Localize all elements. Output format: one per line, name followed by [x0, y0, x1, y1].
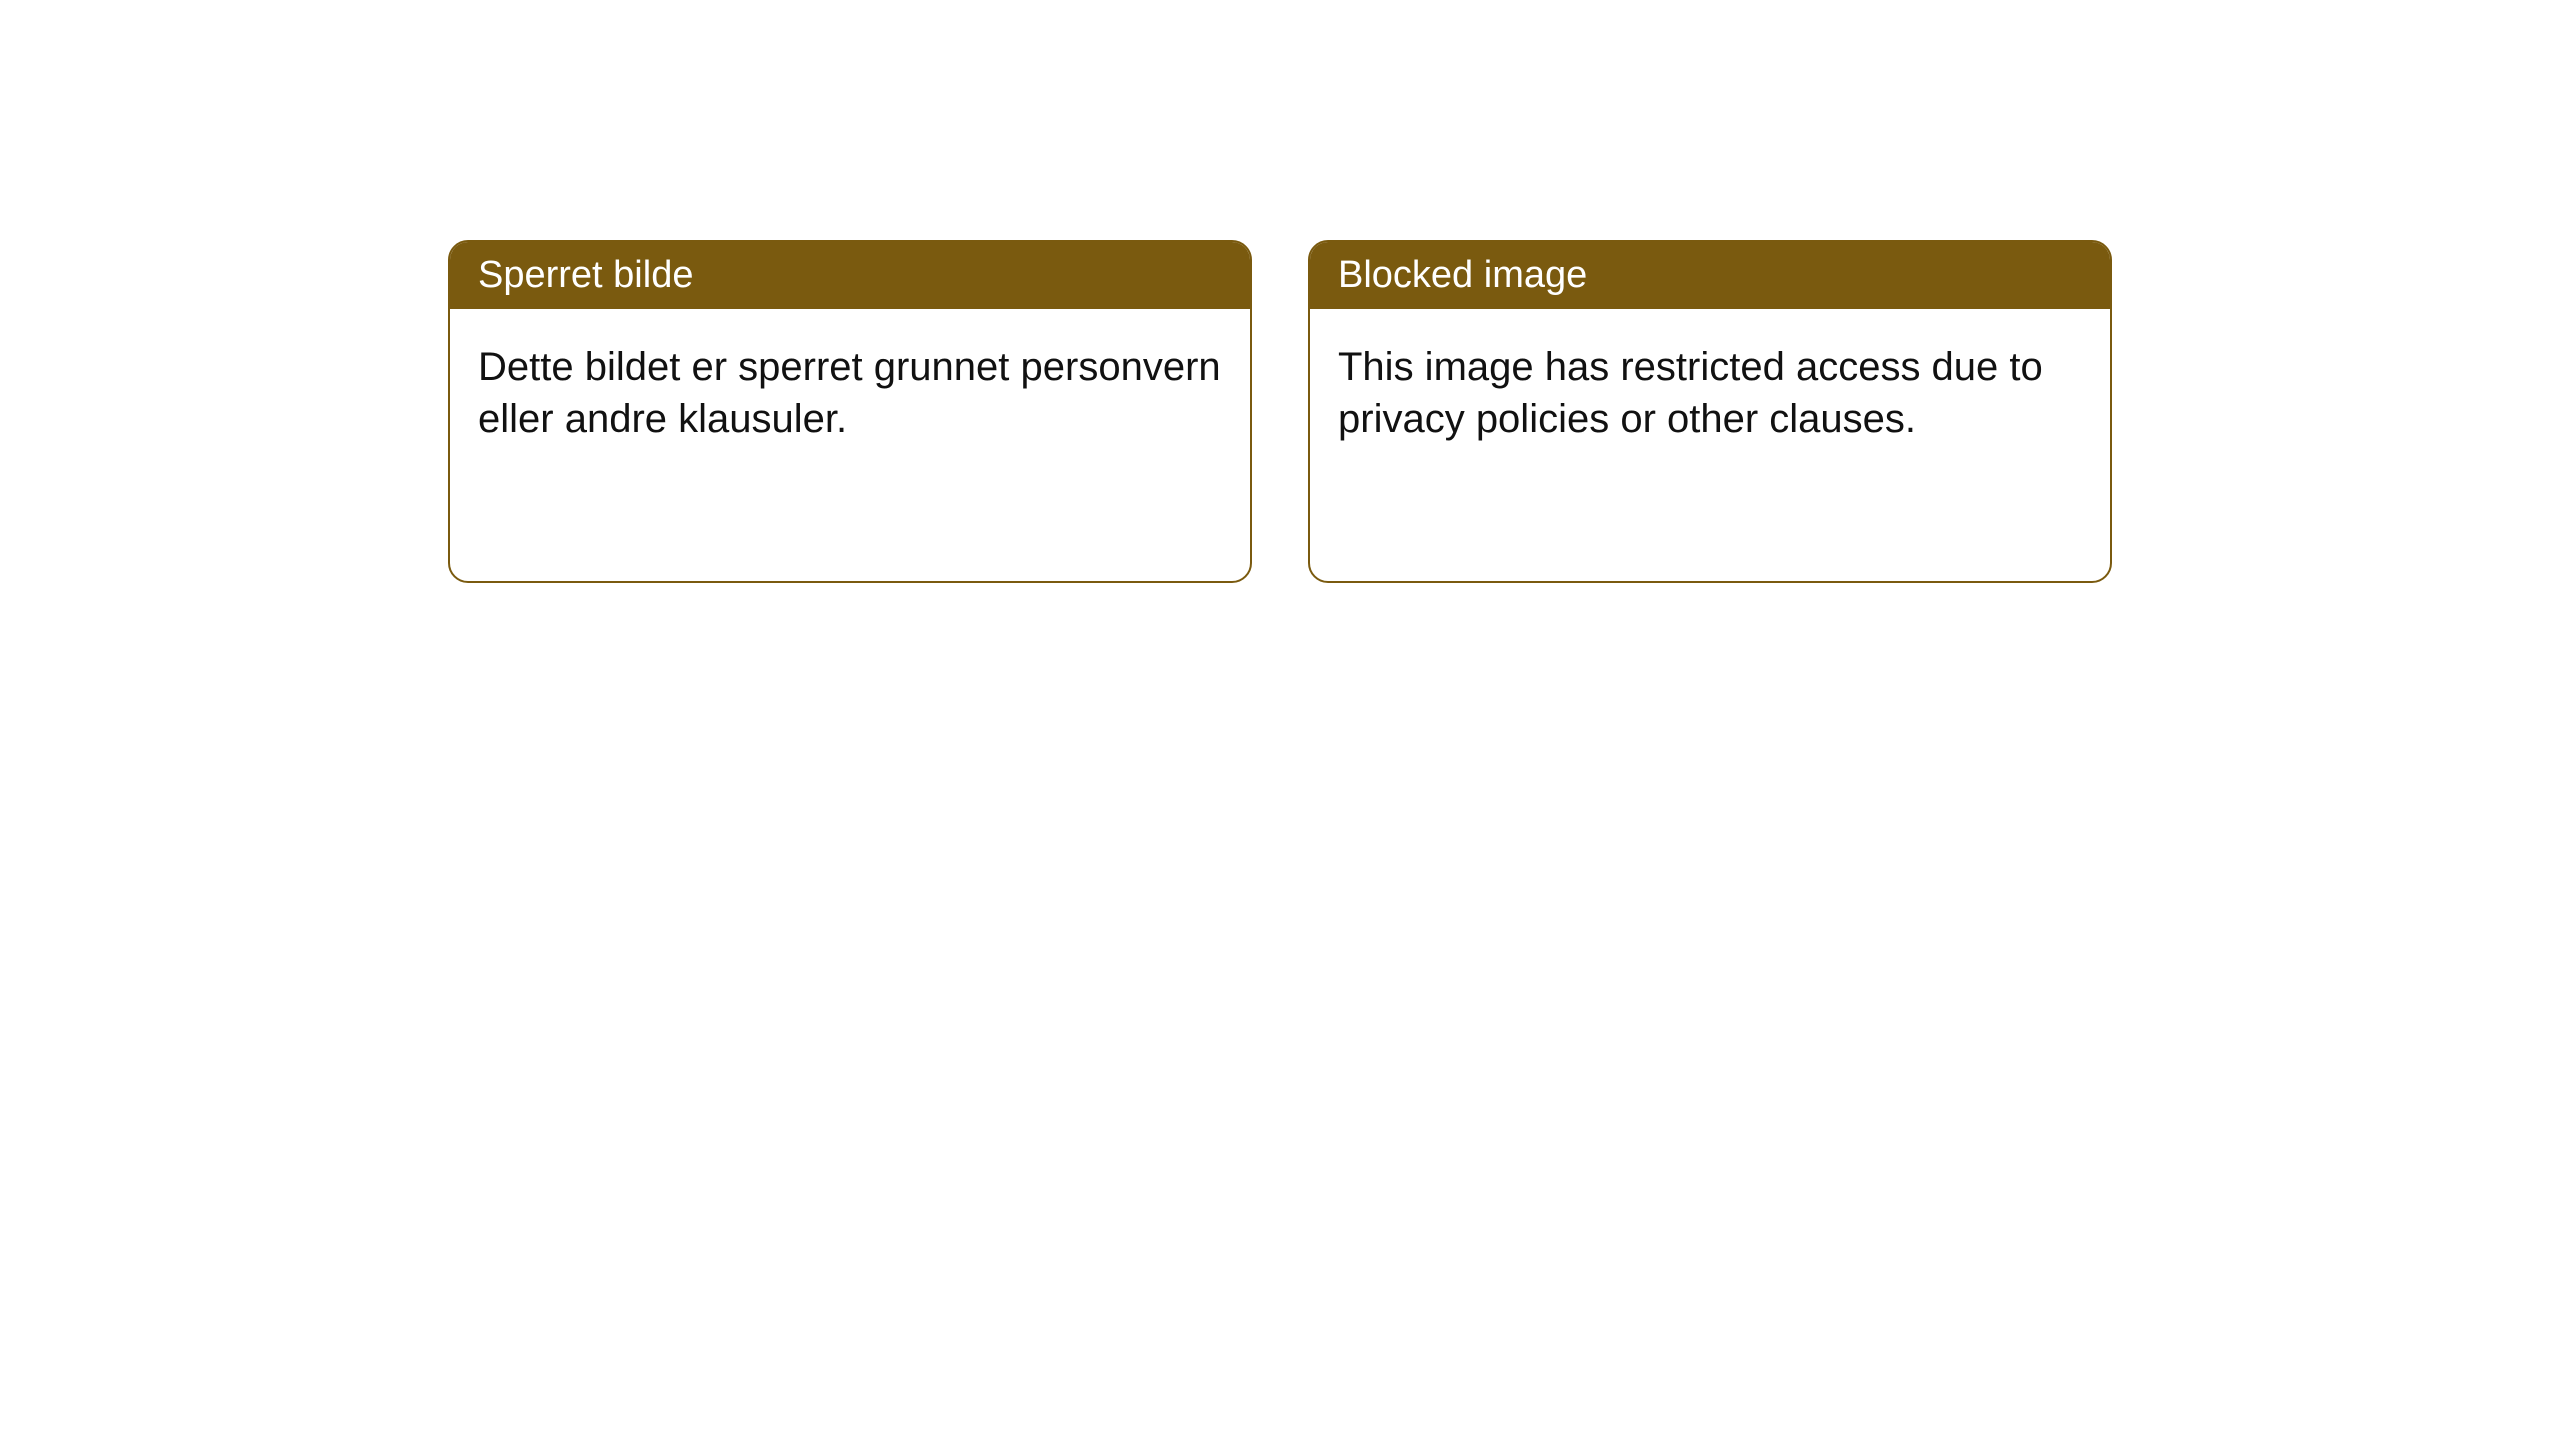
notice-container: Sperret bilde Dette bildet er sperret gr…: [0, 0, 2560, 583]
notice-card-english: Blocked image This image has restricted …: [1308, 240, 2112, 583]
notice-body-norwegian: Dette bildet er sperret grunnet personve…: [450, 309, 1250, 581]
notice-title-norwegian: Sperret bilde: [450, 242, 1250, 309]
notice-card-norwegian: Sperret bilde Dette bildet er sperret gr…: [448, 240, 1252, 583]
notice-title-english: Blocked image: [1310, 242, 2110, 309]
notice-body-english: This image has restricted access due to …: [1310, 309, 2110, 581]
